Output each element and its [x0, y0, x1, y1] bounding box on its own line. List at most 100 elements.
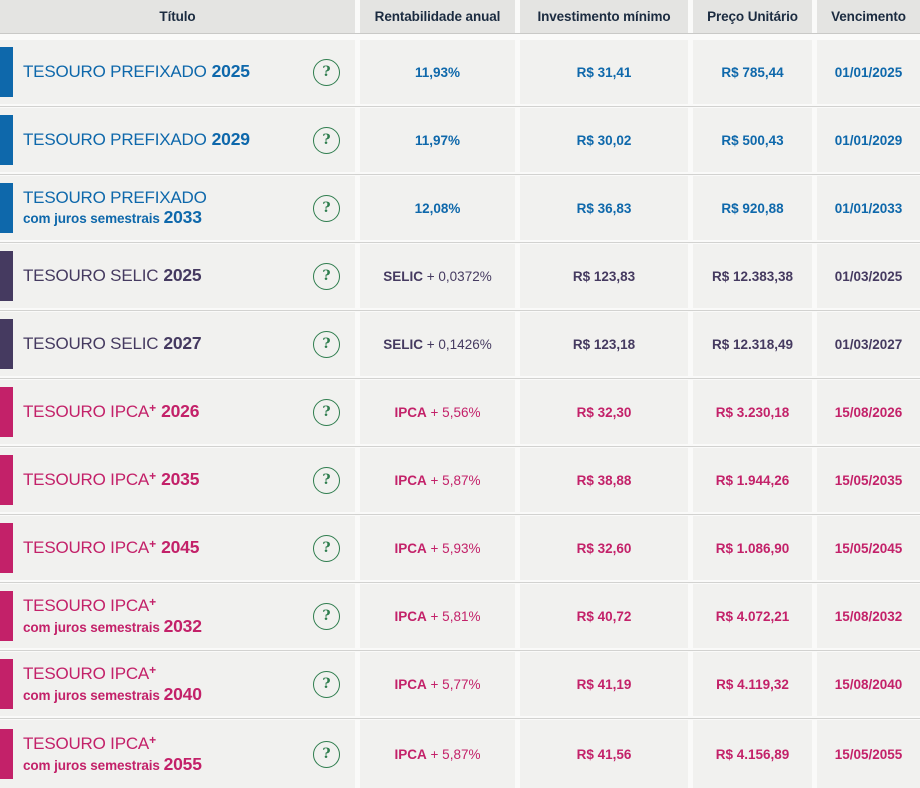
- plus-superscript: +: [149, 536, 157, 551]
- yield-spread: + 5,56%: [426, 404, 481, 420]
- yield-spread: + 5,93%: [426, 540, 481, 556]
- bond-title: TESOURO IPCA+ 2035: [23, 468, 313, 491]
- bond-color-bar: [0, 387, 13, 437]
- bond-name: TESOURO IPCA: [23, 469, 150, 489]
- yield-spread: + 5,77%: [426, 676, 481, 692]
- minimum-investment-cell: R$ 123,83: [520, 244, 688, 308]
- unit-price-cell: R$ 4.072,21: [693, 584, 812, 648]
- bond-title-cell: TESOURO PREFIXADO com juros semestrais 2…: [0, 176, 355, 240]
- help-icon[interactable]: ?: [313, 398, 340, 426]
- help-icon[interactable]: ?: [313, 330, 340, 358]
- yield-index: IPCA: [394, 404, 427, 420]
- yield-index: SELIC: [383, 336, 424, 352]
- minimum-investment-cell: R$ 31,41: [520, 40, 688, 104]
- bond-color-bar: [0, 659, 13, 709]
- yield-index: IPCA: [394, 540, 427, 556]
- maturity-date-cell: 01/01/2033: [817, 176, 920, 240]
- bond-title-cell: TESOURO IPCA+ com juros semestrais 2040 …: [0, 652, 355, 716]
- table-row: TESOURO IPCA+ 2026 ? IPCA + 5,56% R$ 32,3…: [0, 380, 920, 447]
- help-icon[interactable]: ?: [313, 126, 340, 154]
- help-icon[interactable]: ?: [313, 534, 340, 562]
- minimum-investment-cell: R$ 40,72: [520, 584, 688, 648]
- help-icon[interactable]: ?: [313, 194, 340, 222]
- bond-name: TESOURO SELIC: [23, 334, 159, 353]
- bond-color-bar: [0, 729, 13, 779]
- minimum-investment-cell: R$ 32,30: [520, 380, 688, 444]
- unit-price-cell: R$ 1.086,90: [693, 516, 812, 580]
- unit-price-cell: R$ 3.230,18: [693, 380, 812, 444]
- maturity-date-cell: 15/05/2045: [817, 516, 920, 580]
- plus-superscript: +: [149, 732, 157, 747]
- maturity-date-cell: 01/01/2029: [817, 108, 920, 172]
- bond-year: 2032: [163, 615, 202, 636]
- table-body: TESOURO PREFIXADO 2025 ? 11,93% R$ 31,41 …: [0, 40, 920, 788]
- annual-yield-cell: 11,93%: [360, 40, 515, 104]
- bond-color-bar: [0, 47, 13, 97]
- bond-subtitle: com juros semestrais: [23, 211, 160, 226]
- yield-index: IPCA: [394, 676, 427, 692]
- table-row: TESOURO IPCA+ com juros semestrais 2040 …: [0, 652, 920, 719]
- bond-title: TESOURO IPCA+ 2045: [23, 536, 313, 559]
- minimum-investment-cell: R$ 123,18: [520, 312, 688, 376]
- column-header-vencimento: Vencimento: [817, 0, 920, 33]
- help-icon[interactable]: ?: [313, 670, 340, 698]
- plus-superscript: +: [149, 468, 157, 483]
- annual-yield-cell: 12,08%: [360, 176, 515, 240]
- help-icon[interactable]: ?: [313, 262, 340, 290]
- yield-spread: + 0,0372%: [423, 268, 492, 284]
- bond-title: TESOURO SELIC 2025: [23, 266, 313, 286]
- bond-subtitle: com juros semestrais: [23, 687, 160, 703]
- bond-title: TESOURO IPCA+ com juros semestrais 2055: [23, 732, 313, 775]
- table-header: Título Rentabilidade anual Investimento …: [0, 0, 920, 34]
- minimum-investment-cell: R$ 32,60: [520, 516, 688, 580]
- bond-color-bar: [0, 523, 13, 573]
- bond-title-cell: TESOURO SELIC 2027 ?: [0, 312, 355, 376]
- bond-year: 2035: [161, 468, 200, 489]
- bond-color-bar: [0, 319, 13, 369]
- bond-color-bar: [0, 115, 13, 165]
- help-icon[interactable]: ?: [313, 602, 340, 630]
- bond-title: TESOURO SELIC 2027: [23, 334, 313, 354]
- annual-yield-cell: IPCA + 5,87%: [360, 720, 515, 788]
- bond-year: 2027: [163, 333, 202, 353]
- unit-price-cell: R$ 4.119,32: [693, 652, 812, 716]
- bond-name: TESOURO PREFIXADO: [23, 62, 207, 81]
- annual-yield-cell: IPCA + 5,77%: [360, 652, 515, 716]
- help-icon[interactable]: ?: [313, 740, 340, 768]
- help-icon[interactable]: ?: [313, 466, 340, 494]
- maturity-date-cell: 15/05/2055: [817, 720, 920, 788]
- bond-color-bar: [0, 183, 13, 233]
- unit-price-cell: R$ 12.383,38: [693, 244, 812, 308]
- bond-year: 2040: [163, 683, 202, 704]
- annual-yield-cell: IPCA + 5,56%: [360, 380, 515, 444]
- bond-name: TESOURO SELIC: [23, 266, 159, 285]
- yield-spread: + 5,87%: [426, 472, 481, 488]
- unit-price-cell: R$ 4.156,89: [693, 720, 812, 788]
- bond-year: 2029: [211, 129, 250, 149]
- annual-yield-cell: IPCA + 5,93%: [360, 516, 515, 580]
- bond-name: TESOURO IPCA: [23, 401, 150, 421]
- unit-price-cell: R$ 920,88: [693, 176, 812, 240]
- column-header-titulo: Título: [0, 0, 355, 33]
- help-icon[interactable]: ?: [313, 58, 340, 86]
- table-row: TESOURO PREFIXADO com juros semestrais 2…: [0, 176, 920, 243]
- annual-yield-cell: IPCA + 5,87%: [360, 448, 515, 512]
- column-header-rentabilidade: Rentabilidade anual: [360, 0, 515, 33]
- maturity-date-cell: 15/08/2040: [817, 652, 920, 716]
- bond-color-bar: [0, 251, 13, 301]
- table-row: TESOURO IPCA+ com juros semestrais 2032 …: [0, 584, 920, 651]
- unit-price-cell: R$ 12.318,49: [693, 312, 812, 376]
- annual-yield-cell: SELIC + 0,1426%: [360, 312, 515, 376]
- bond-name: TESOURO PREFIXADO: [23, 188, 207, 207]
- bond-year: 2025: [163, 265, 202, 285]
- yield-index: SELIC: [383, 268, 424, 284]
- bond-title-cell: TESOURO IPCA+ 2035 ?: [0, 448, 355, 512]
- bond-name: TESOURO IPCA: [23, 595, 150, 615]
- minimum-investment-cell: R$ 36,83: [520, 176, 688, 240]
- bond-year: 2045: [161, 536, 200, 557]
- bond-name: TESOURO PREFIXADO: [23, 130, 207, 149]
- yield-spread: + 5,87%: [426, 746, 481, 762]
- bond-title-cell: TESOURO IPCA+ com juros semestrais 2032 …: [0, 584, 355, 648]
- bond-year: 2026: [161, 400, 200, 421]
